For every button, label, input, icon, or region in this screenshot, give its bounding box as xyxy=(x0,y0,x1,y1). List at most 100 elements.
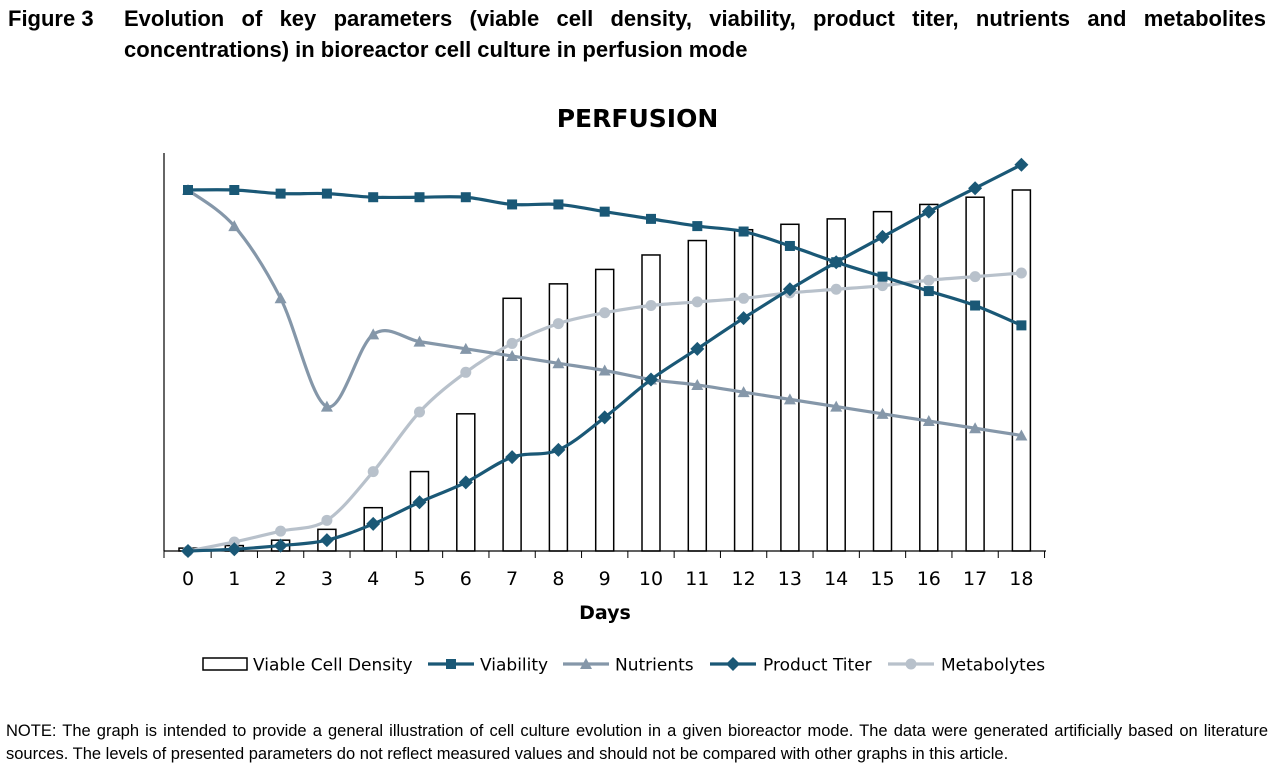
nutrients-point-day-14 xyxy=(830,400,843,412)
metabolytes-point-day-11 xyxy=(691,296,703,308)
product-titer-point-day-7 xyxy=(505,450,520,465)
product-titer-point-day-11 xyxy=(690,341,705,356)
vcd-bar-day-16 xyxy=(919,203,939,552)
nutrients-point-day-1 xyxy=(228,220,241,232)
legend-item-nutrients: Nutrients xyxy=(563,656,694,676)
product-titer-point-day-2 xyxy=(273,538,288,553)
nutrients-point-day-13 xyxy=(783,393,796,405)
product-titer-point-day-16 xyxy=(921,204,936,219)
nutrients-point-day-17 xyxy=(969,422,982,434)
metabolytes-point-day-3 xyxy=(321,514,333,526)
product-titer-point-day-4 xyxy=(366,516,381,531)
viability-point-day-6 xyxy=(460,192,471,203)
nutrients-point-day-15 xyxy=(876,407,889,419)
legend-label-viable-cell-density: Viable Cell Density xyxy=(253,656,413,676)
metabolytes-point-day-4 xyxy=(367,466,379,478)
nutrients-point-day-12 xyxy=(737,386,750,398)
nutrients-point-day-4 xyxy=(367,328,380,340)
viability-point-day-4 xyxy=(368,192,379,203)
metabolytes-point-day-17 xyxy=(969,271,981,283)
product-titer-point-day-6 xyxy=(458,475,473,490)
viability-point-day-18 xyxy=(1016,320,1027,331)
metabolytes-point-day-2 xyxy=(275,525,287,537)
nutrients-point-day-16 xyxy=(922,415,935,427)
product-titer-point-day-12 xyxy=(736,311,751,326)
x-tick-label-18: 18 xyxy=(1009,568,1033,590)
metabolytes-point-day-14 xyxy=(830,283,842,295)
vcd-bar-day-11 xyxy=(687,239,708,552)
viability-point-day-17 xyxy=(970,300,981,311)
metabolytes-point-day-18 xyxy=(1015,267,1027,279)
nutrients-point-day-2 xyxy=(274,292,287,304)
nutrients-point-day-9 xyxy=(598,364,611,376)
x-tick-label-17: 17 xyxy=(963,568,987,590)
product-titer-point-day-14 xyxy=(829,255,844,270)
nutrients-point-day-8 xyxy=(552,357,565,369)
legend-item-viability: Viability xyxy=(428,656,548,676)
legend-item-metabolytes: Metabolytes xyxy=(888,656,1045,676)
vcd-bar-day-13 xyxy=(780,223,800,552)
nutrients-point-day-11 xyxy=(691,378,704,390)
nutrients-point-day-7 xyxy=(506,350,519,362)
nutrients-point-day-3 xyxy=(320,400,333,412)
product-titer-point-day-1 xyxy=(227,542,242,557)
metabolytes-point-day-15 xyxy=(877,280,888,292)
legend-marker-product-titer xyxy=(726,657,740,671)
metabolytes-point-day-8 xyxy=(552,318,564,330)
x-tick-label-13: 13 xyxy=(778,568,802,590)
product-titer-point-day-0 xyxy=(181,544,195,558)
viability-point-day-10 xyxy=(646,213,656,224)
metabolytes-point-day-10 xyxy=(645,300,657,312)
figure-caption-text: Evolution of key parameters (viable cell… xyxy=(124,6,1266,62)
x-tick-label-16: 16 xyxy=(917,568,941,590)
x-tick-label-12: 12 xyxy=(732,568,756,590)
product-titer-point-day-5 xyxy=(412,495,427,510)
metabolytes-point-day-6 xyxy=(460,366,472,378)
note-text: NOTE: The graph is intended to provide a… xyxy=(6,722,1268,763)
x-tick-label-9: 9 xyxy=(599,568,611,590)
x-tick-label-2: 2 xyxy=(275,568,287,590)
product-titer-series xyxy=(181,157,1029,558)
nutrients-point-day-5 xyxy=(413,335,426,347)
metabolytes-point-day-16 xyxy=(923,274,935,286)
x-tick-label-0: 0 xyxy=(182,568,194,590)
legend-swatch-viable-cell-density xyxy=(202,657,248,671)
legend-label-product-titer: Product Titer xyxy=(763,656,872,676)
viability-point-day-2 xyxy=(275,188,286,199)
nutrients-point-day-6 xyxy=(459,342,472,354)
x-tick-label-1: 1 xyxy=(228,568,240,590)
legend-item-product-titer: Product Titer xyxy=(710,656,872,676)
metabolytes-point-day-9 xyxy=(599,307,611,319)
vcd-bar-day-5 xyxy=(409,470,430,552)
viability-point-day-5 xyxy=(414,192,425,203)
product-titer-point-day-8 xyxy=(551,442,566,457)
x-tick-label-14: 14 xyxy=(824,568,848,590)
vcd-bar-day-18 xyxy=(1011,189,1032,552)
viability-point-day-9 xyxy=(599,206,610,217)
product-titer-point-day-18 xyxy=(1014,157,1029,172)
viability-point-day-16 xyxy=(923,286,934,297)
x-tick-label-5: 5 xyxy=(413,568,425,590)
legend-label-metabolytes: Metabolytes xyxy=(941,656,1045,676)
metabolytes-point-day-5 xyxy=(414,406,425,418)
x-tick-label-10: 10 xyxy=(639,568,663,590)
viability-point-day-15 xyxy=(877,271,888,282)
viability-point-day-7 xyxy=(507,199,518,210)
viability-point-day-12 xyxy=(738,226,749,237)
legend-item-viable-cell-density: Viable Cell Density xyxy=(202,656,413,676)
product-titer-point-day-10 xyxy=(644,372,658,387)
product-titer-point-day-9 xyxy=(597,410,612,425)
legend-marker-nutrients xyxy=(580,658,592,669)
x-tick-label-3: 3 xyxy=(321,568,333,590)
nutrients-point-day-18 xyxy=(1015,429,1028,441)
metabolytes-point-day-7 xyxy=(506,337,518,349)
figure-label: Figure 3 xyxy=(8,6,94,31)
vcd-bar-day-15 xyxy=(872,210,893,552)
viability-point-day-11 xyxy=(692,221,703,232)
viability-point-day-3 xyxy=(321,188,332,199)
metabolytes-point-day-1 xyxy=(228,536,240,548)
x-tick-label-4: 4 xyxy=(367,568,379,590)
chart-title: PERFUSION xyxy=(556,104,719,133)
x-tick-label-7: 7 xyxy=(506,568,518,590)
